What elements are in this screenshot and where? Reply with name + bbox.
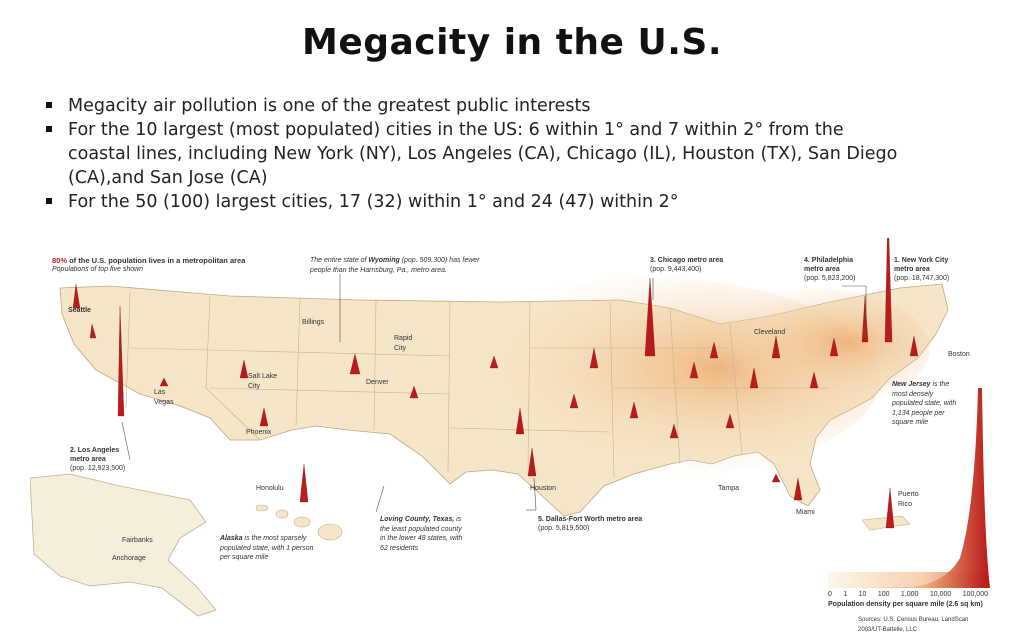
bullet-list: Megacity air pollution is one of the gre… [44, 94, 904, 214]
city-miami: Miami [796, 509, 815, 516]
city-phoenix: Phoenix [246, 429, 272, 436]
city-puerto-rico: Puerto Rico [898, 491, 919, 508]
chicago-pop: (pop. 9,443,400) [650, 266, 702, 273]
philadelphia-label: 4. Philadelphia [804, 257, 854, 264]
map-headline: 80% of the U.S. population lives in a me… [52, 256, 246, 265]
losangeles-label-2: metro area [70, 456, 106, 463]
map-headline-sub: Populations of top five shown [52, 266, 144, 273]
state-borders [125, 291, 830, 479]
slide-title: Megacity in the U.S. [302, 22, 722, 63]
new-jersey-note: New Jersey is the most densely populated… [892, 381, 957, 426]
city-honolulu: Honolulu [256, 485, 284, 492]
legend-tick: 100 [877, 591, 890, 598]
losangeles-label: 2. Los Angeles [70, 447, 120, 454]
density-spikes [72, 238, 919, 529]
bullet-item: Megacity air pollution is one of the gre… [44, 94, 904, 118]
legend-tick: 0 [828, 591, 832, 598]
newyork-pop: (pop. 18,747,300) [894, 275, 950, 282]
philadelphia-pop: (pop. 5,823,200) [804, 275, 856, 282]
map-sources: Sources: U.S. Census Bureau; LandScan 20… [858, 617, 969, 633]
legend-tick: 1,000 [900, 591, 919, 598]
city-salt-lake: Salt Lake City [248, 373, 278, 390]
bullet-item: For the 10 largest (most populated) citi… [44, 118, 904, 190]
dallas-label: 5. Dallas-Fort Worth metro area [538, 516, 643, 523]
city-rapid-city: Rapid City [394, 335, 413, 352]
bullet-item: For the 50 (100) largest cities, 17 (32)… [44, 190, 904, 214]
legend-tick: 10,000 [929, 591, 952, 598]
city-houston: Houston [530, 485, 557, 492]
alaska-note: Alaska is the most sparsely populated st… [220, 535, 314, 561]
city-seattle: Seattle [68, 307, 91, 314]
legend-tick: 10 [858, 591, 867, 598]
leader-lines [121, 274, 867, 513]
map-graphic [30, 238, 990, 617]
newyork-label: 1. New York City [894, 257, 949, 264]
city-billings: Billings [302, 319, 325, 326]
legend-tick: 100,000 [962, 591, 988, 598]
city-denver: Denver [366, 379, 389, 386]
losangeles-pop: (pop. 12,923,500) [70, 465, 126, 472]
loving-county-note: Loving County, Texas, is the least popul… [380, 516, 463, 552]
legend-caption: Population density per square mile (2.6 … [828, 601, 983, 608]
chicago-label: 3. Chicago metro area [650, 257, 724, 264]
wyoming-note: The entire state of Wyoming (pop. 509,30… [310, 257, 480, 274]
city-boston: Boston [948, 351, 970, 358]
alaska-shape [30, 473, 217, 617]
city-anchorage: Anchorage [112, 555, 146, 562]
city-cleveland: Cleveland [754, 329, 786, 336]
legend-ticks: 0 1 10 100 1,000 10,000 100,000 [828, 590, 988, 600]
city-las-vegas: Las Vegas [154, 389, 174, 406]
legend-tick: 1 [843, 591, 848, 598]
city-fairbanks: Fairbanks [122, 537, 153, 544]
dallas-pop: (pop. 5,819,500) [538, 525, 590, 532]
population-density-map: 80% of the U.S. population lives in a me… [30, 238, 990, 633]
hawaii-shape [255, 504, 343, 541]
philadelphia-label-2: metro area [804, 266, 840, 273]
legend-curve [830, 388, 990, 588]
city-tampa: Tampa [718, 485, 740, 492]
newyork-label-2: metro area [894, 266, 930, 273]
